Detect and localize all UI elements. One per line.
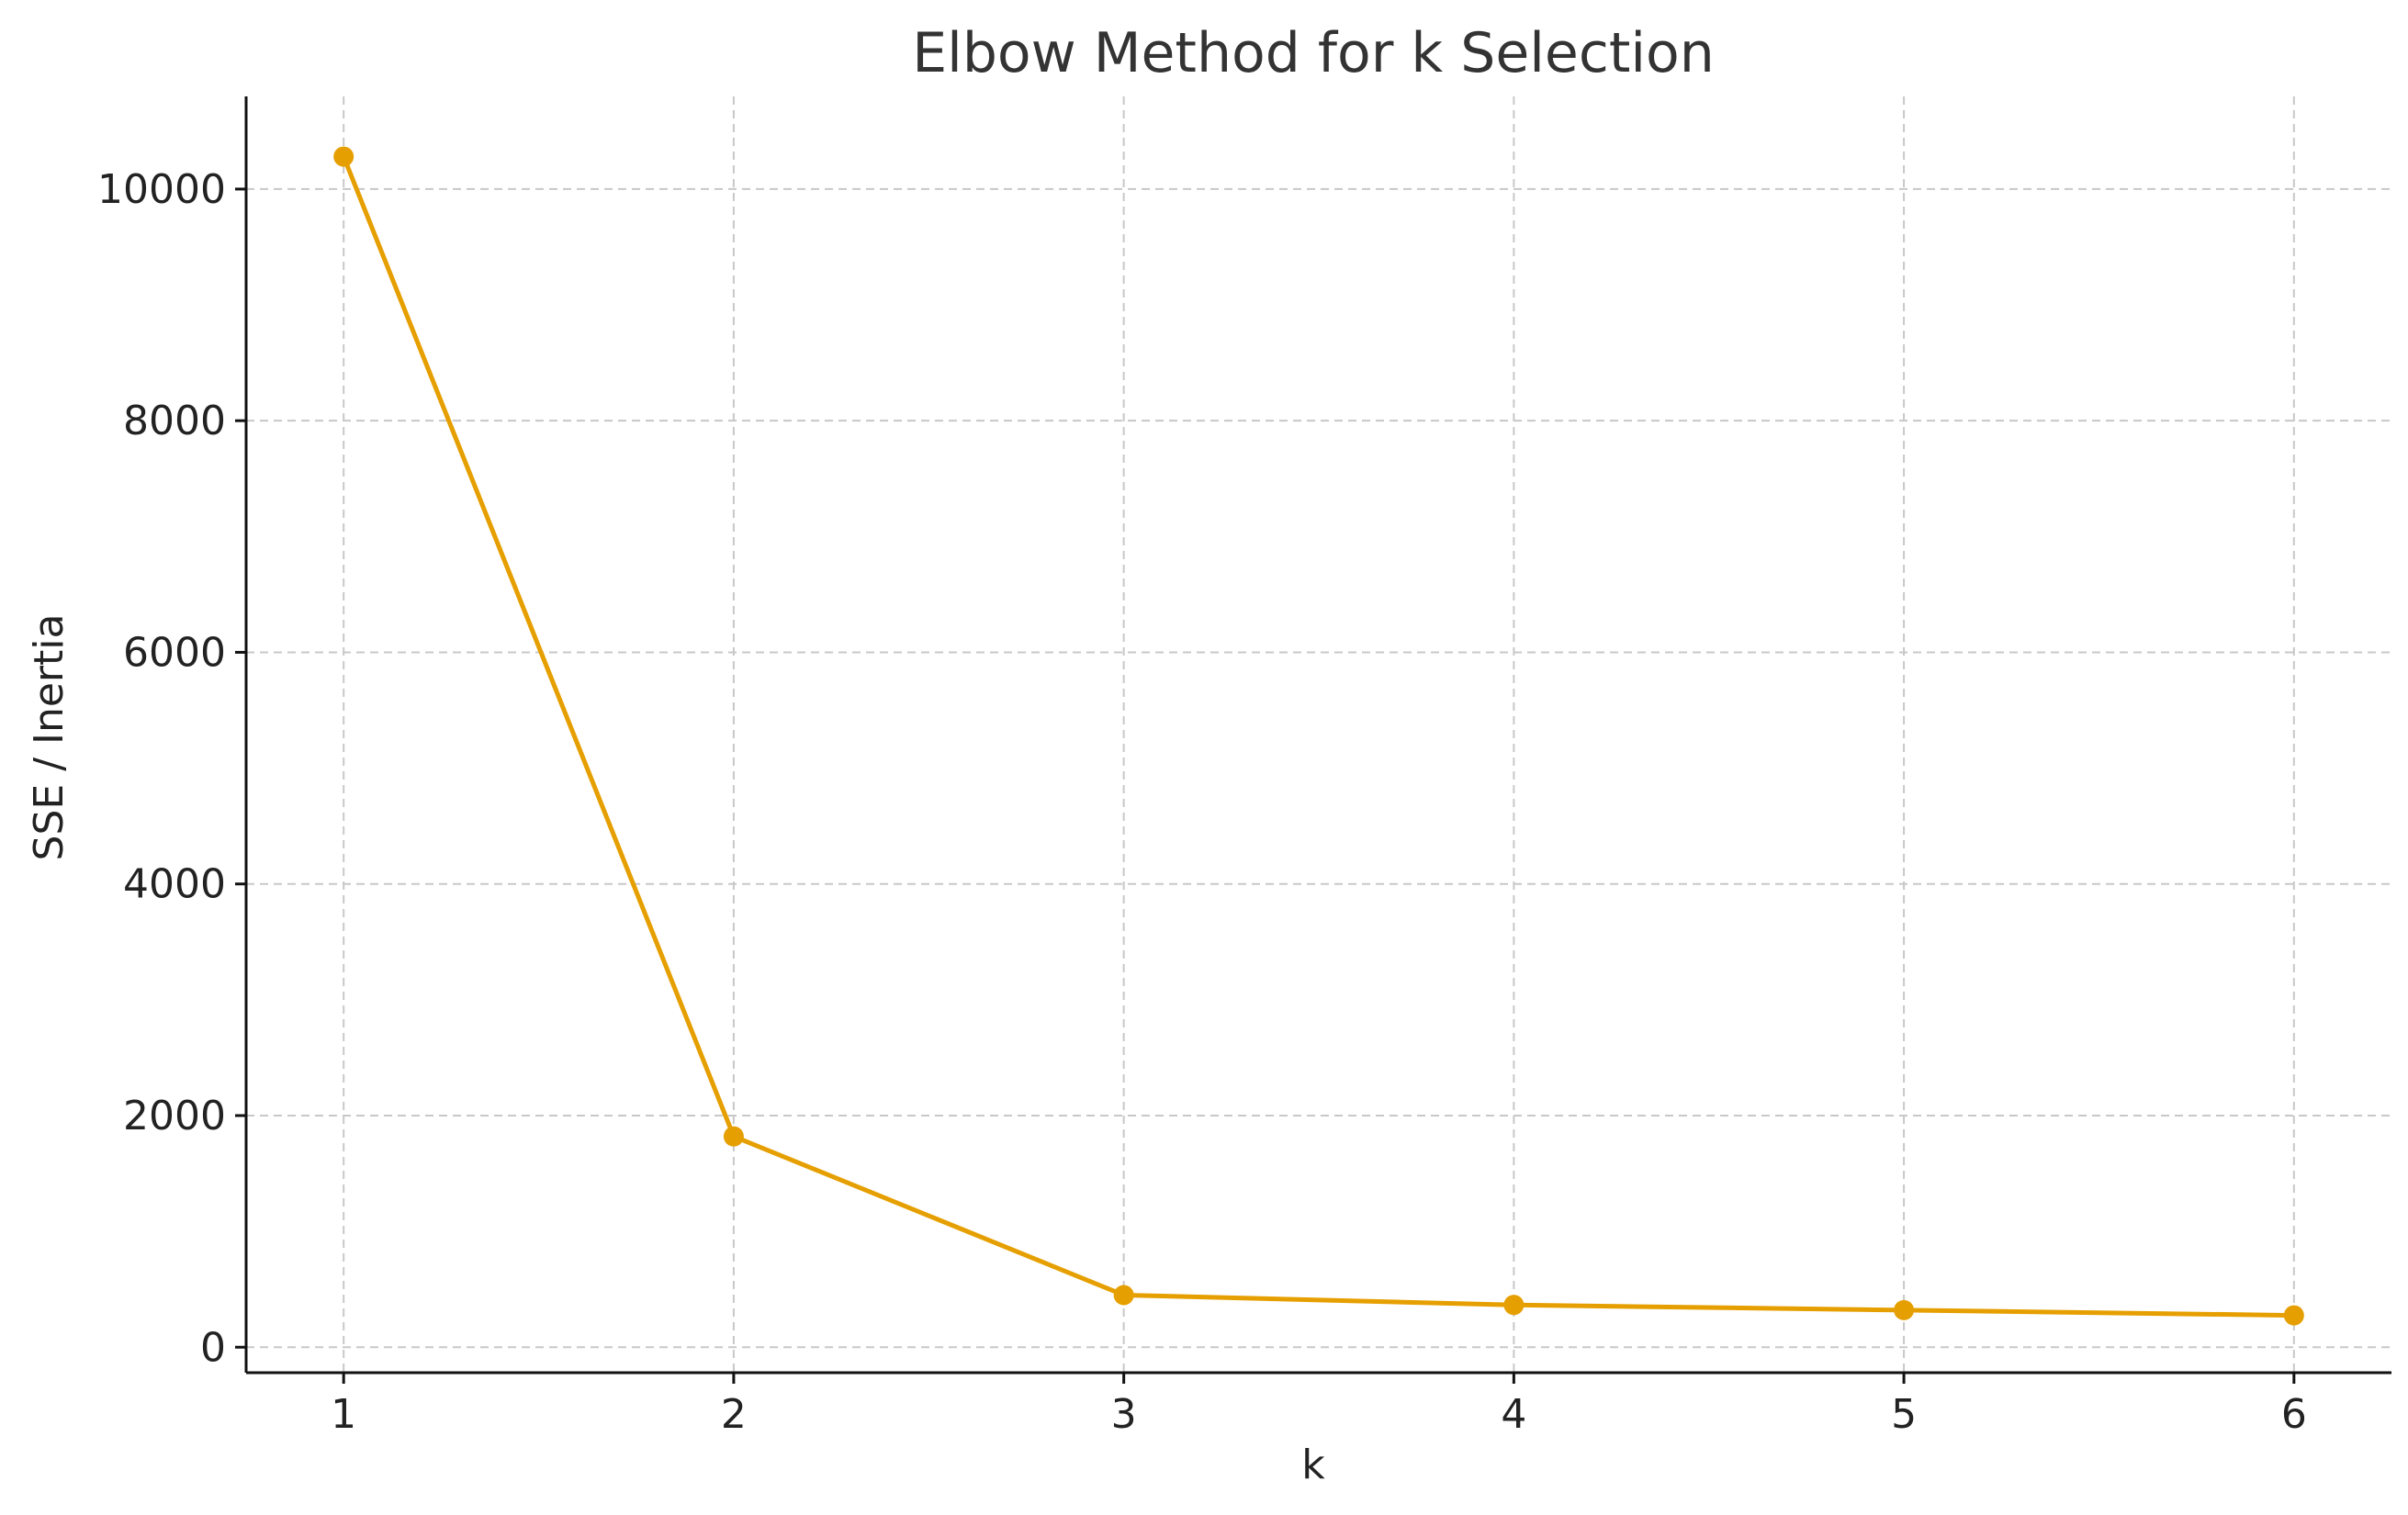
- x-tick-label: 3: [1111, 1391, 1137, 1438]
- x-tick-label: 4: [1501, 1391, 1526, 1438]
- x-tick-label: 6: [2281, 1391, 2307, 1438]
- data-point: [2283, 1305, 2304, 1326]
- data-point: [1113, 1285, 1134, 1306]
- y-tick-label: 6000: [123, 629, 226, 676]
- data-point: [723, 1126, 744, 1147]
- chart-title: Elbow Method for k Selection: [912, 21, 1715, 85]
- x-tick-label: 5: [1891, 1391, 1917, 1438]
- x-tick-label: 1: [331, 1391, 356, 1438]
- grid-layer: [246, 96, 2391, 1373]
- x-tick-label: 2: [721, 1391, 747, 1438]
- y-tick-label: 10000: [97, 166, 226, 213]
- data-point: [1894, 1299, 1915, 1320]
- data-point: [333, 146, 354, 167]
- y-tick-label: 8000: [123, 398, 226, 444]
- ticks-layer: 1 2 3 4 5 6 0 2000 4000 6000 8000 10000: [97, 166, 2307, 1438]
- y-tick-label: 0: [200, 1324, 226, 1371]
- y-tick-label: 2000: [123, 1093, 226, 1139]
- y-tick-label: 4000: [123, 861, 226, 908]
- y-axis-label: SSE / Inertia: [26, 614, 73, 861]
- x-axis-label: k: [1301, 1442, 1325, 1488]
- series-line: [341, 155, 2294, 1319]
- axes-layer: [244, 96, 2391, 1375]
- data-point: [1503, 1295, 1525, 1316]
- series-layer: [333, 146, 2304, 1326]
